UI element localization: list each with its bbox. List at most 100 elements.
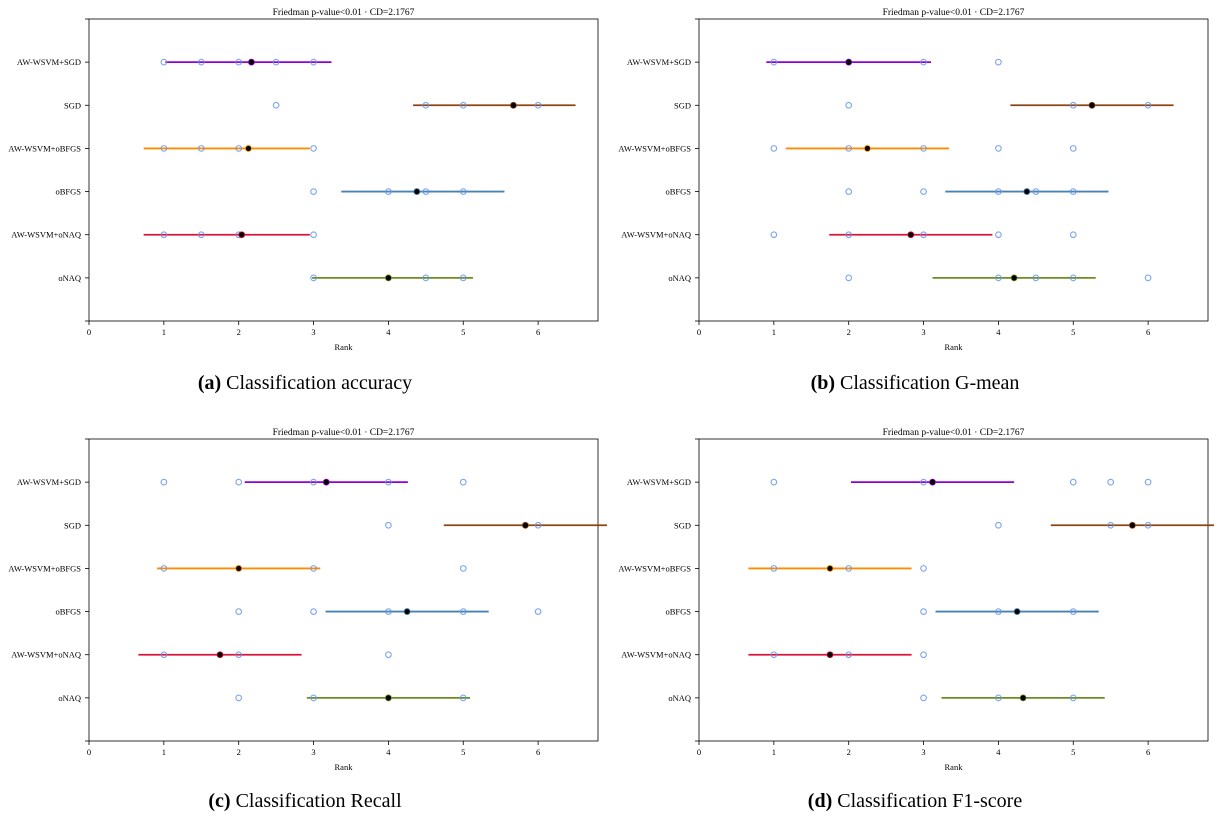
- rank-point: [272, 58, 280, 66]
- mean-rank-point: [248, 58, 255, 66]
- x-tick-label: 2: [237, 327, 241, 337]
- rank-point: [770, 231, 778, 239]
- rank-point: [920, 608, 927, 615]
- mean-rank-point: [413, 188, 421, 195]
- rank-point: [197, 145, 205, 152]
- rank-point: [310, 608, 317, 615]
- rank-point: [845, 651, 853, 659]
- rank-point: [1069, 478, 1077, 486]
- rank-point: [235, 145, 243, 152]
- x-tick-label: 2: [237, 747, 241, 757]
- rank-point: [385, 188, 392, 195]
- rank-point: [845, 145, 853, 152]
- rank-point: [197, 231, 205, 239]
- rank-point: [1144, 521, 1152, 529]
- rank-point: [310, 694, 317, 702]
- y-tick-label: AW-WSVM+SGD: [627, 477, 691, 487]
- rank-point: [1069, 145, 1077, 152]
- rank-point: [995, 694, 1002, 702]
- rank-point: [1144, 101, 1152, 109]
- y-tick-label: oBFGS: [55, 607, 81, 617]
- x-tick-label: 6: [536, 747, 540, 757]
- plot-frame: [88, 438, 599, 742]
- x-axis-label: Rank: [335, 762, 354, 772]
- x-tick-label: 4: [996, 747, 1001, 757]
- rank-point: [1069, 188, 1077, 195]
- mean-rank-point: [322, 478, 330, 486]
- rank-point: [770, 478, 778, 486]
- chart-panel-a: Friedman p-value<0.01 · CD=2.1767 0 1 2 3 4 5 6…: [8, 8, 599, 352]
- rank-point: [310, 58, 317, 66]
- mean-rank-point: [845, 58, 853, 66]
- y-tick-label: AW-WSVM+oNAQ: [621, 650, 691, 660]
- rank-point: [459, 188, 467, 195]
- rank-point: [197, 58, 205, 66]
- rank-point: [845, 274, 853, 282]
- x-tick-label: 5: [1071, 327, 1075, 337]
- rank-point: [1144, 478, 1152, 486]
- y-tick-label: oNAQ: [668, 693, 691, 703]
- rank-point: [385, 608, 392, 615]
- caption-d-text: Classification F1-score: [837, 790, 1023, 812]
- x-tick-label: 5: [461, 747, 465, 757]
- rank-point: [459, 274, 467, 282]
- rank-point: [235, 608, 243, 615]
- x-tick-label: 4: [996, 327, 1001, 337]
- x-tick-label: 2: [847, 747, 851, 757]
- rank-point: [920, 651, 927, 659]
- caption-a-label: (a): [197, 372, 222, 394]
- caption-b-text: Classification G-mean: [840, 372, 1020, 394]
- rank-point: [995, 145, 1002, 152]
- rank-point: [459, 101, 467, 109]
- x-tick-label: 6: [1146, 747, 1150, 757]
- y-tick-label: AW-WSVM+oBFGS: [618, 143, 691, 153]
- y-tick-label: AW-WSVM+oNAQ: [11, 230, 81, 240]
- rank-point: [160, 231, 168, 239]
- rank-point: [920, 188, 927, 195]
- rank-point: [1107, 521, 1115, 529]
- mean-rank-point: [245, 145, 252, 152]
- rank-point: [459, 608, 467, 615]
- x-tick-label: 1: [772, 747, 776, 757]
- chart-panel-c: Friedman p-value<0.01 · CD=2.1767 0 1 2 3 4 5 6…: [8, 428, 607, 772]
- caption-d-label: (d): [807, 790, 833, 812]
- y-tick-label: oBFGS: [665, 607, 691, 617]
- caption-d: (d) Classification F1-score: [610, 790, 1220, 813]
- rank-point: [845, 101, 853, 109]
- mean-rank-point: [826, 565, 834, 572]
- rank-point: [459, 565, 467, 572]
- y-tick-label: oNAQ: [668, 273, 691, 283]
- x-tick-label: 4: [386, 327, 391, 337]
- rank-point: [995, 188, 1002, 195]
- rank-point: [770, 145, 778, 152]
- x-tick-label: 3: [921, 747, 925, 757]
- rank-point: [310, 478, 317, 486]
- rank-point: [995, 521, 1002, 529]
- rank-point: [385, 651, 392, 659]
- rank-point: [459, 694, 467, 702]
- y-tick-label: oBFGS: [665, 187, 691, 197]
- rank-point: [770, 58, 778, 66]
- caption-c: (c) Classification Recall: [0, 790, 610, 813]
- chart-panel-b: Friedman p-value<0.01 · CD=2.1767 0 1 2 3 4 5 6…: [618, 8, 1209, 352]
- x-tick-label: 2: [847, 327, 851, 337]
- chart-title: Friedman p-value<0.01 · CD=2.1767: [883, 8, 1025, 18]
- rank-point: [770, 651, 778, 659]
- y-tick-label: oNAQ: [58, 693, 81, 703]
- x-tick-label: 0: [697, 747, 701, 757]
- chart-panel-d: Friedman p-value<0.01 · CD=2.1767 0 1 2 3 4 5 6…: [618, 428, 1214, 772]
- mean-rank-point: [238, 231, 246, 239]
- y-tick-label: AW-WSVM+SGD: [17, 57, 81, 67]
- caption-a-text: Classification accuracy: [226, 372, 413, 394]
- rank-point: [1069, 231, 1077, 239]
- rank-point: [1107, 478, 1115, 486]
- x-tick-label: 5: [461, 327, 465, 337]
- rank-point: [920, 694, 927, 702]
- mean-rank-point: [385, 274, 392, 282]
- rank-point: [422, 188, 430, 195]
- mean-rank-point: [385, 694, 392, 702]
- mean-rank-point: [864, 145, 871, 152]
- mean-rank-point: [1128, 521, 1136, 529]
- mean-rank-point: [235, 565, 243, 572]
- mean-rank-point: [403, 608, 411, 615]
